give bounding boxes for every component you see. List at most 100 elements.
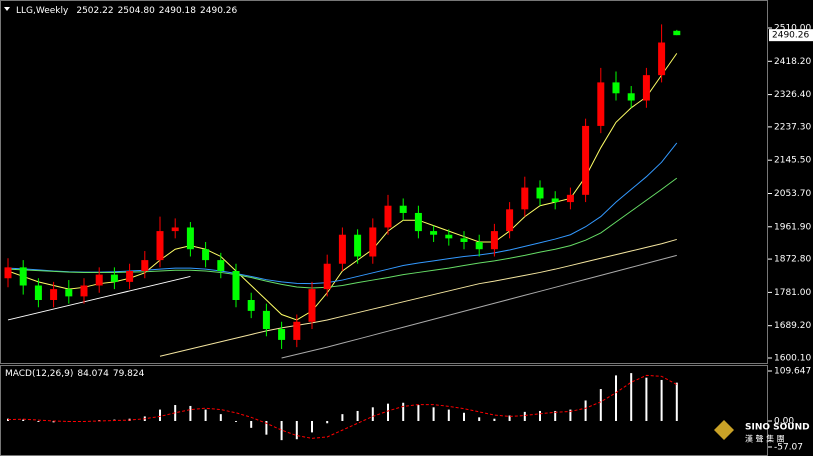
macd-bar (387, 403, 389, 421)
y-tick-label: 2326.40 (774, 90, 811, 100)
candle-body (445, 234, 453, 239)
candle-body (399, 205, 407, 213)
watermark-brand: SINO SOUND (745, 423, 810, 433)
y-tick-label: 1872.80 (774, 255, 811, 265)
candle-body (384, 205, 392, 228)
candle-body (34, 285, 42, 301)
last-price-label: 2490.26 (772, 31, 809, 41)
candle-body (156, 231, 164, 261)
candle-body (338, 234, 346, 264)
candle-body (506, 209, 514, 232)
candle-body (50, 289, 58, 301)
candle-body (171, 227, 179, 232)
candle-body (642, 75, 650, 101)
macd-bar (539, 410, 541, 421)
candle-body (627, 93, 635, 101)
candle-body (582, 125, 590, 195)
macd-bar (493, 418, 496, 421)
candle-body (597, 82, 605, 126)
candle-body (521, 187, 529, 210)
macd-bar (189, 405, 192, 421)
chart-title-value: 2490.18 (159, 6, 196, 16)
y-tick-label: 2510.00 (774, 23, 811, 33)
macd-signal-value: 79.824 (113, 369, 145, 379)
candle-body (323, 263, 331, 290)
candle-body (19, 267, 27, 286)
candle-body (65, 289, 73, 297)
macd-bar (463, 412, 465, 421)
candle-body (308, 289, 316, 322)
macd-bar (235, 420, 237, 422)
candle-body (566, 194, 574, 203)
macd-bar (660, 379, 663, 421)
candle-body (141, 260, 149, 271)
macd-bar (432, 407, 435, 421)
macd-bar (326, 420, 329, 424)
macd-bar (447, 409, 450, 421)
candle-body (80, 285, 88, 297)
macd-bar (417, 405, 420, 421)
candle-body (551, 198, 559, 203)
chart-title-value: 2504.80 (118, 6, 155, 16)
candle-body (262, 310, 270, 330)
macd-bar (599, 389, 602, 421)
candle-body (278, 329, 286, 340)
chart-title-value: 2490.26 (200, 6, 237, 16)
candle-body (293, 321, 301, 340)
macd-bar (508, 415, 511, 421)
moving-average (7, 177, 678, 289)
macd-bar (7, 418, 9, 421)
y-tick-label: 109.647 (774, 366, 811, 376)
macd-bar (554, 410, 557, 421)
macd-bar (584, 400, 587, 421)
watermark: SINO SOUND 漢 聲 集 團 (714, 420, 810, 444)
macd-bar (371, 407, 374, 421)
macd-bar (204, 409, 207, 421)
macd-bar (52, 420, 55, 423)
y-tick-label: 1689.20 (774, 321, 811, 331)
chart-title-value: 2502.22 (76, 6, 113, 16)
macd-bar (265, 420, 268, 435)
watermark-logo (714, 420, 734, 440)
macd-bar (523, 411, 526, 421)
macd-bar (615, 375, 617, 421)
moving-average (7, 142, 678, 285)
candle-body (490, 231, 498, 250)
moving-average (7, 275, 191, 321)
macd-bar (280, 420, 283, 441)
y-tick-label: -57.07 (774, 443, 803, 453)
macd-bar (478, 417, 481, 421)
chart-title-name: LLG,Weekly (16, 6, 69, 16)
candle-body (232, 270, 240, 301)
macd-bar (159, 409, 161, 421)
candle-body (612, 82, 620, 94)
candle-body (430, 231, 438, 235)
macd-bar (675, 382, 678, 421)
candle-body (658, 42, 666, 76)
macd-bar (341, 414, 344, 421)
candle-body (673, 30, 681, 36)
macd-bar (645, 377, 648, 421)
macd-bar (37, 420, 40, 422)
macd-bar (402, 402, 405, 421)
y-tick-label: 2237.30 (774, 122, 811, 132)
y-tick-label: 1600.10 (774, 353, 811, 363)
candle-body (536, 187, 544, 199)
macd-title-name: MACD(12,26,9) (5, 369, 73, 379)
candle-body (202, 249, 210, 261)
chart-title: LLG,Weekly 2502.22 2504.80 2490.18 2490.26 (16, 6, 238, 16)
macd-bar (22, 419, 25, 421)
candle-body (369, 227, 377, 257)
candle-body (354, 234, 362, 257)
y-tick-label: 2418.20 (774, 57, 811, 67)
candle-body (186, 227, 194, 250)
macd-bar (630, 373, 633, 421)
macd-bar (311, 420, 313, 433)
y-tick-label: 1781.00 (774, 288, 811, 298)
macd-value: 84.074 (77, 369, 109, 379)
main-frame (0, 0, 768, 364)
candle-body (110, 274, 118, 282)
candle-body (217, 260, 225, 271)
